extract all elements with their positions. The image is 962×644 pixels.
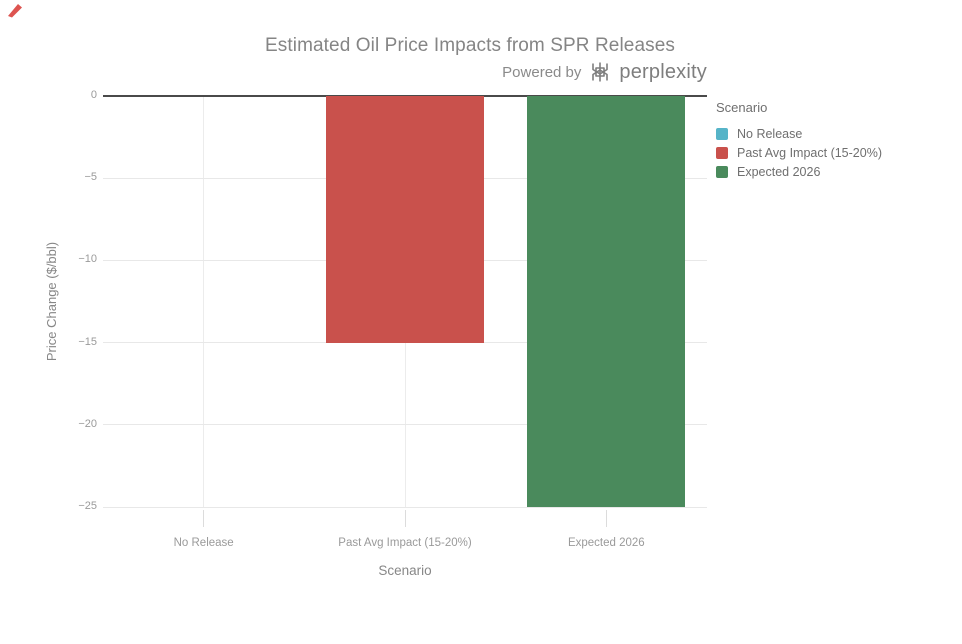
legend-label: No Release (737, 126, 803, 141)
y-tick-label: −5 (84, 171, 97, 184)
legend-label: Past Avg Impact (15-20%) (737, 145, 882, 160)
x-tick-label: No Release (173, 537, 234, 549)
x-tick (605, 510, 607, 527)
bar (527, 96, 686, 507)
x-tick (203, 510, 205, 527)
x-tick-label: Past Avg Impact (15-20%) (338, 537, 472, 549)
legend: Scenario No Release Past Avg Impact (15-2… (716, 100, 882, 181)
x-tick (404, 510, 406, 527)
y-tick-label: −15 (78, 335, 97, 348)
y-axis-title: Price Change ($/bbl) (44, 241, 60, 362)
legend-item: Expected 2026 (716, 162, 882, 181)
gridline (103, 506, 707, 508)
legend-swatch (716, 127, 728, 140)
legend-title: Scenario (716, 100, 768, 115)
gridline (103, 424, 707, 426)
legend-swatch (716, 146, 728, 159)
brand-name: perplexity (619, 60, 707, 83)
y-tick-label: −25 (78, 500, 97, 512)
gridline (103, 342, 707, 344)
powered-by-label: Powered by (502, 63, 582, 81)
legend-swatch (716, 165, 728, 178)
legend-label: Expected 2026 (737, 164, 821, 179)
plot-area (103, 95, 707, 508)
legend-item: Past Avg Impact (15-20%) (716, 143, 882, 162)
y-tick-label: −20 (78, 417, 97, 430)
legend-items: No Release Past Avg Impact (15-20%) Expect… (716, 124, 882, 181)
legend-item: No Release (716, 124, 882, 143)
y-tick-label: 0 (90, 89, 97, 101)
perplexity-logo-icon (592, 62, 609, 82)
red-pen-marker-icon (8, 4, 22, 18)
chart-subtitle: Powered by perplexity (103, 58, 707, 86)
y-tick-label: −10 (78, 253, 97, 266)
x-tick-label: Expected 2026 (567, 537, 645, 549)
x-axis-title: Scenario (378, 563, 432, 578)
vertical-gridline (203, 96, 205, 507)
bar (326, 96, 484, 343)
chart-title: Estimated Oil Price Impacts from SPR Rel… (265, 35, 675, 56)
